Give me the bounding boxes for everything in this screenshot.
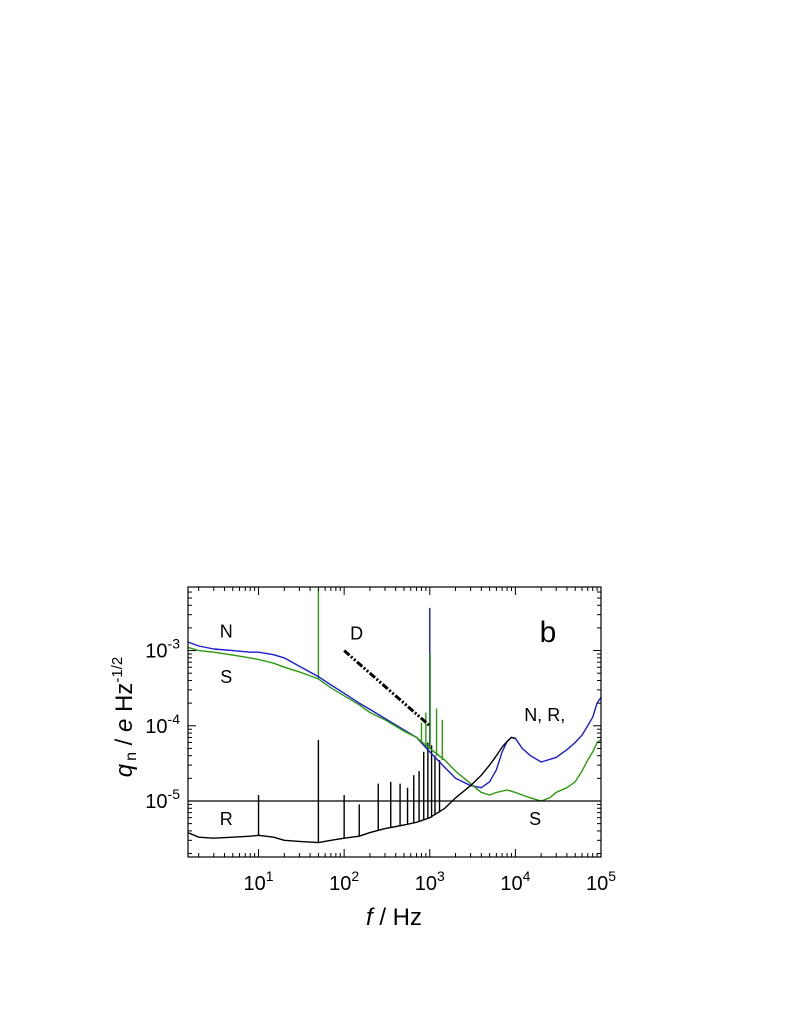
x-tick-label: 101: [244, 868, 274, 895]
y-tick-label: 10-3: [145, 636, 180, 663]
y-tick-labels: 10-5 10-4 10-3: [145, 636, 180, 813]
y-tick-label: 10-5: [145, 786, 180, 813]
series-line-R: [188, 736, 516, 844]
x-tick-label: 102: [329, 868, 359, 895]
series-line-S: [188, 646, 601, 802]
plot-frame: [187, 586, 602, 858]
series-line-D: [343, 649, 431, 727]
series-layer: [188, 641, 601, 844]
series-annotation-5: R: [220, 809, 233, 829]
x-tick-label: 104: [500, 868, 530, 895]
series-line-N: [188, 641, 601, 789]
y-tick-label: 10-4: [145, 711, 180, 738]
x-tick-label: 103: [415, 868, 445, 895]
series-annotation-1: S: [220, 667, 232, 687]
x-tick-labels: 101 102 103 104 105: [244, 868, 617, 895]
x-tick-label: 105: [586, 868, 616, 895]
y-axis-label: qn / e Hz-1/2: [109, 657, 140, 778]
annotations-layer: N S D N, R, S R: [220, 621, 565, 829]
series-annotation-0: N: [220, 621, 233, 641]
ticks-layer: [188, 586, 602, 857]
spikes-layer: [257, 589, 443, 843]
series-annotation-4: S: [529, 809, 541, 829]
series-annotation-3: N, R,: [524, 705, 565, 725]
series-annotation-2: D: [350, 624, 363, 644]
panel-label: b: [540, 616, 557, 649]
x-axis-label: f / Hz: [366, 904, 422, 931]
